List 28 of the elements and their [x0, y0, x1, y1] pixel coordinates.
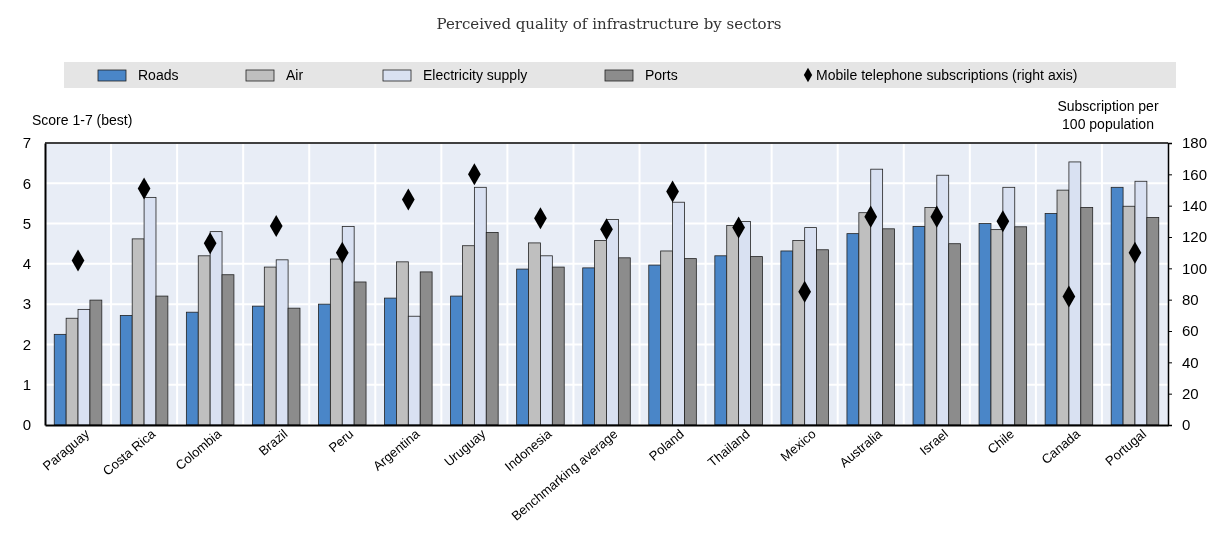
legend-label: Mobile telephone subscriptions (right axis) — [816, 67, 1078, 83]
y2-tick-label: 100 — [1182, 259, 1208, 277]
y2-tick-label: 80 — [1182, 290, 1199, 308]
legend-label: Roads — [138, 67, 179, 83]
y2-tick-label: 40 — [1182, 353, 1199, 371]
y-tick-label: 6 — [22, 174, 31, 192]
y-tick-label: 4 — [22, 255, 31, 273]
y-tick-label: 1 — [22, 376, 31, 394]
y2-tick-label: 180 — [1182, 134, 1208, 152]
y2-tick-label: 120 — [1182, 228, 1208, 246]
y2-tick-label: 140 — [1182, 196, 1208, 214]
y2-tick-label: 0 — [1182, 416, 1191, 434]
y2-tick-label: 160 — [1182, 165, 1208, 183]
y-tick-label: 3 — [22, 295, 31, 313]
legend-label: Air — [286, 67, 304, 83]
x-tick-label: Peru — [325, 426, 357, 456]
legend-label: Ports — [645, 67, 678, 83]
legend-label: Electricity supply — [423, 67, 528, 83]
chart-subtitle: Perceived quality of infrastructure by sectors — [436, 15, 782, 33]
x-tick-label: Chile — [984, 426, 1017, 457]
y2-axis-title: Subscription per 100 population — [1057, 98, 1159, 132]
y-tick-label: 7 — [22, 134, 31, 152]
y-tick-label: 5 — [22, 214, 31, 232]
y-tick-label: 2 — [22, 335, 31, 353]
y2-tick-label: 60 — [1182, 322, 1199, 340]
y2-tick-label: 20 — [1182, 384, 1199, 402]
y-axis-title: Score 1-7 (best) — [32, 112, 133, 128]
y-tick-label: 0 — [22, 416, 31, 434]
